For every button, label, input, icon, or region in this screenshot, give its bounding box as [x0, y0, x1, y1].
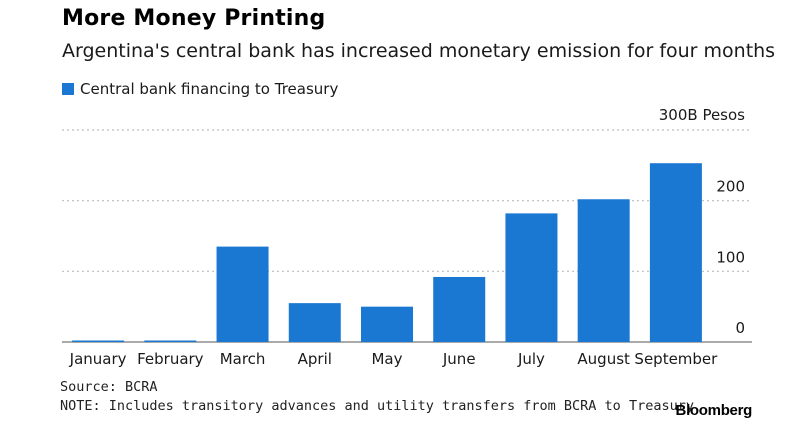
- x-axis-labels: January February March April May June July Augu…: [69, 350, 718, 368]
- x-tick-label-february: February: [137, 350, 204, 368]
- source-note: Source: BCRA: [60, 379, 158, 395]
- x-tick-label-july: July: [517, 350, 545, 368]
- x-tick-label-april: April: [298, 350, 332, 368]
- chart-title: More Money Printing: [62, 6, 326, 31]
- y-tick-label-100: 100: [716, 248, 745, 266]
- bar-september: [649, 163, 702, 342]
- x-tick-label-january: January: [69, 350, 127, 368]
- bar-july: [505, 213, 558, 342]
- bar-august: [577, 199, 630, 342]
- legend-swatch: [62, 83, 74, 95]
- bar-june: [433, 276, 486, 342]
- bar-march: [216, 246, 269, 342]
- x-tick-label-september: September: [634, 350, 718, 368]
- y-tick-label-300: 300B Pesos: [659, 106, 745, 124]
- chart-subtitle: Argentina's central bank has increased m…: [62, 40, 776, 62]
- bars: [72, 163, 702, 342]
- y-tick-label-0: 0: [735, 319, 745, 337]
- bar-february: [144, 340, 197, 342]
- y-axis-labels: 0 100 200 300B Pesos: [659, 106, 745, 337]
- bar-may: [361, 306, 413, 342]
- bar-april: [288, 303, 341, 342]
- x-tick-label-june: June: [442, 350, 476, 368]
- x-tick-label-august: August: [577, 350, 630, 368]
- legend: Central bank financing to Treasury: [62, 80, 338, 98]
- bar-january: [72, 340, 125, 342]
- footnote: NOTE: Includes transitory advances and u…: [60, 398, 694, 414]
- legend-label: Central bank financing to Treasury: [80, 80, 339, 98]
- bloomberg-logo: Bloomberg: [675, 402, 753, 419]
- x-tick-label-may: May: [371, 350, 402, 368]
- y-tick-label-200: 200: [716, 178, 745, 196]
- x-tick-label-march: March: [220, 350, 266, 368]
